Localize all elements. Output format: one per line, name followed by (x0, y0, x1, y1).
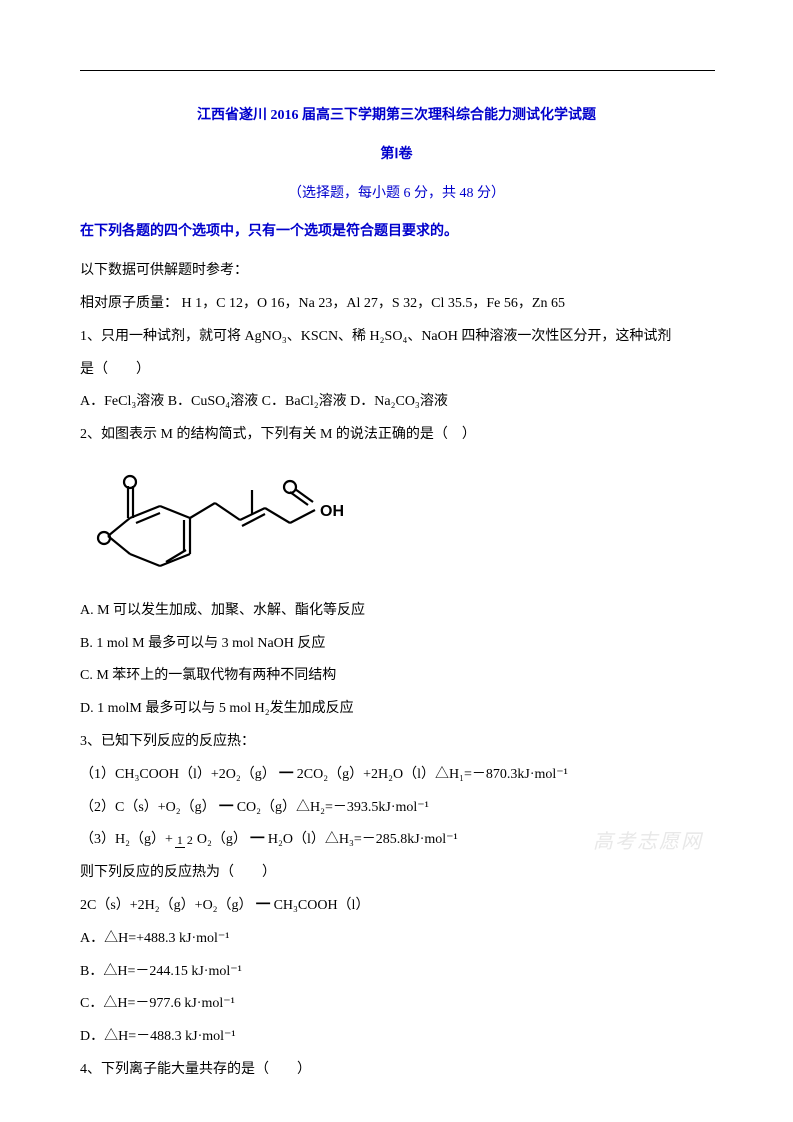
q3-r4a: 2C（s）+2H₂（g）+O₂（g） (80, 898, 253, 913)
q2-optB: B. 1 mol M 最多可以与 3 mol NaOH 反应 (80, 629, 713, 660)
note: （选择题，每小题 6 分，共 48 分） (80, 179, 713, 210)
arrow-icon: ━ (253, 898, 274, 913)
arrow-icon: ━ (247, 832, 268, 847)
svg-text:OH: OH (320, 503, 344, 520)
q2-optD: D. 1 molM 最多可以与 5 mol H₂发生加成反应 (80, 694, 713, 725)
q3-r1a: （1）CH₃COOH（l）+2O₂（g） (80, 767, 276, 782)
q3-r3b: O₂（g） (197, 832, 247, 847)
ref-intro: 以下数据可供解题时参考： (80, 256, 713, 287)
top-rule (80, 70, 715, 71)
q1-stem-2: 是（ ） (80, 355, 713, 386)
q3-optD: D．△H=－488.3 kJ·mol⁻¹ (80, 1022, 713, 1053)
q3-r3c: H₂O（l）△H₃=－285.8kJ·mol⁻¹ (268, 832, 458, 847)
q3-stem: 3、已知下列反应的反应热： (80, 727, 713, 758)
arrow-icon: ━ (216, 800, 237, 815)
q3-r3a: （3）H₂（g）+ (80, 832, 173, 847)
q3-r1b: 2CO₂（g）+2H₂O（l）△H₁=－870.3kJ·mol⁻¹ (297, 767, 568, 782)
atomic-mass: 相对原子质量： H 1，C 12，O 16，Na 23，Al 27，S 32，C… (80, 289, 713, 320)
subtitle: 第Ⅰ卷 (80, 140, 713, 171)
q2-optA: A. M 可以发生加成、加聚、水解、酯化等反应 (80, 596, 713, 627)
arrow-icon: ━ (276, 767, 297, 782)
q2-stem: 2、如图表示 M 的结构简式，下列有关 M 的说法正确的是（ ） (80, 420, 713, 451)
q3-r2a: （2）C（s）+O₂（g） (80, 800, 216, 815)
q3-r2b: CO₂（g）△H₂=－393.5kJ·mol⁻¹ (237, 800, 429, 815)
q3-r4b: CH₃COOH（l） (274, 898, 370, 913)
q3-optB: B．△H=－244.15 kJ·mol⁻¹ (80, 957, 713, 988)
q3-optC: C．△H=－977.6 kJ·mol⁻¹ (80, 989, 713, 1020)
watermark: 高考志愿网 (593, 820, 703, 864)
q3-r4: 2C（s）+2H₂（g）+O₂（g） ━ CH₃COOH（l） (80, 891, 713, 922)
q2-optC: C. M 苯环上的一氯取代物有两种不同结构 (80, 661, 713, 692)
frac-num: 1 (175, 833, 185, 848)
molecule-structure: OH (90, 468, 350, 568)
page-title: 江西省遂川 2016 届高三下学期第三次理科综合能力测试化学试题 (80, 101, 713, 132)
q4-stem: 4、下列离子能大量共存的是（ ） (80, 1055, 713, 1086)
q3-r2: （2）C（s）+O₂（g） ━ CO₂（g）△H₂=－393.5kJ·mol⁻¹ (80, 793, 713, 824)
q3-optA: A．△H=+488.3 kJ·mol⁻¹ (80, 924, 713, 955)
q3-r1: （1）CH₃COOH（l）+2O₂（g） ━ 2CO₂（g）+2H₂O（l）△H… (80, 760, 713, 791)
q1-options: A．FeCl₃溶液 B．CuSO₄溶液 C．BaCl₂溶液 D．Na₂CO₃溶液 (80, 387, 713, 418)
fraction: 12 (175, 834, 195, 847)
q1-stem: 1、只用一种试剂，就可将 AgNO₃、KSCN、稀 H₂SO₄、NaOH 四种溶… (80, 322, 713, 353)
instruction: 在下列各题的四个选项中，只有一个选项是符合题目要求的。 (80, 217, 713, 248)
frac-den: 2 (185, 833, 195, 847)
